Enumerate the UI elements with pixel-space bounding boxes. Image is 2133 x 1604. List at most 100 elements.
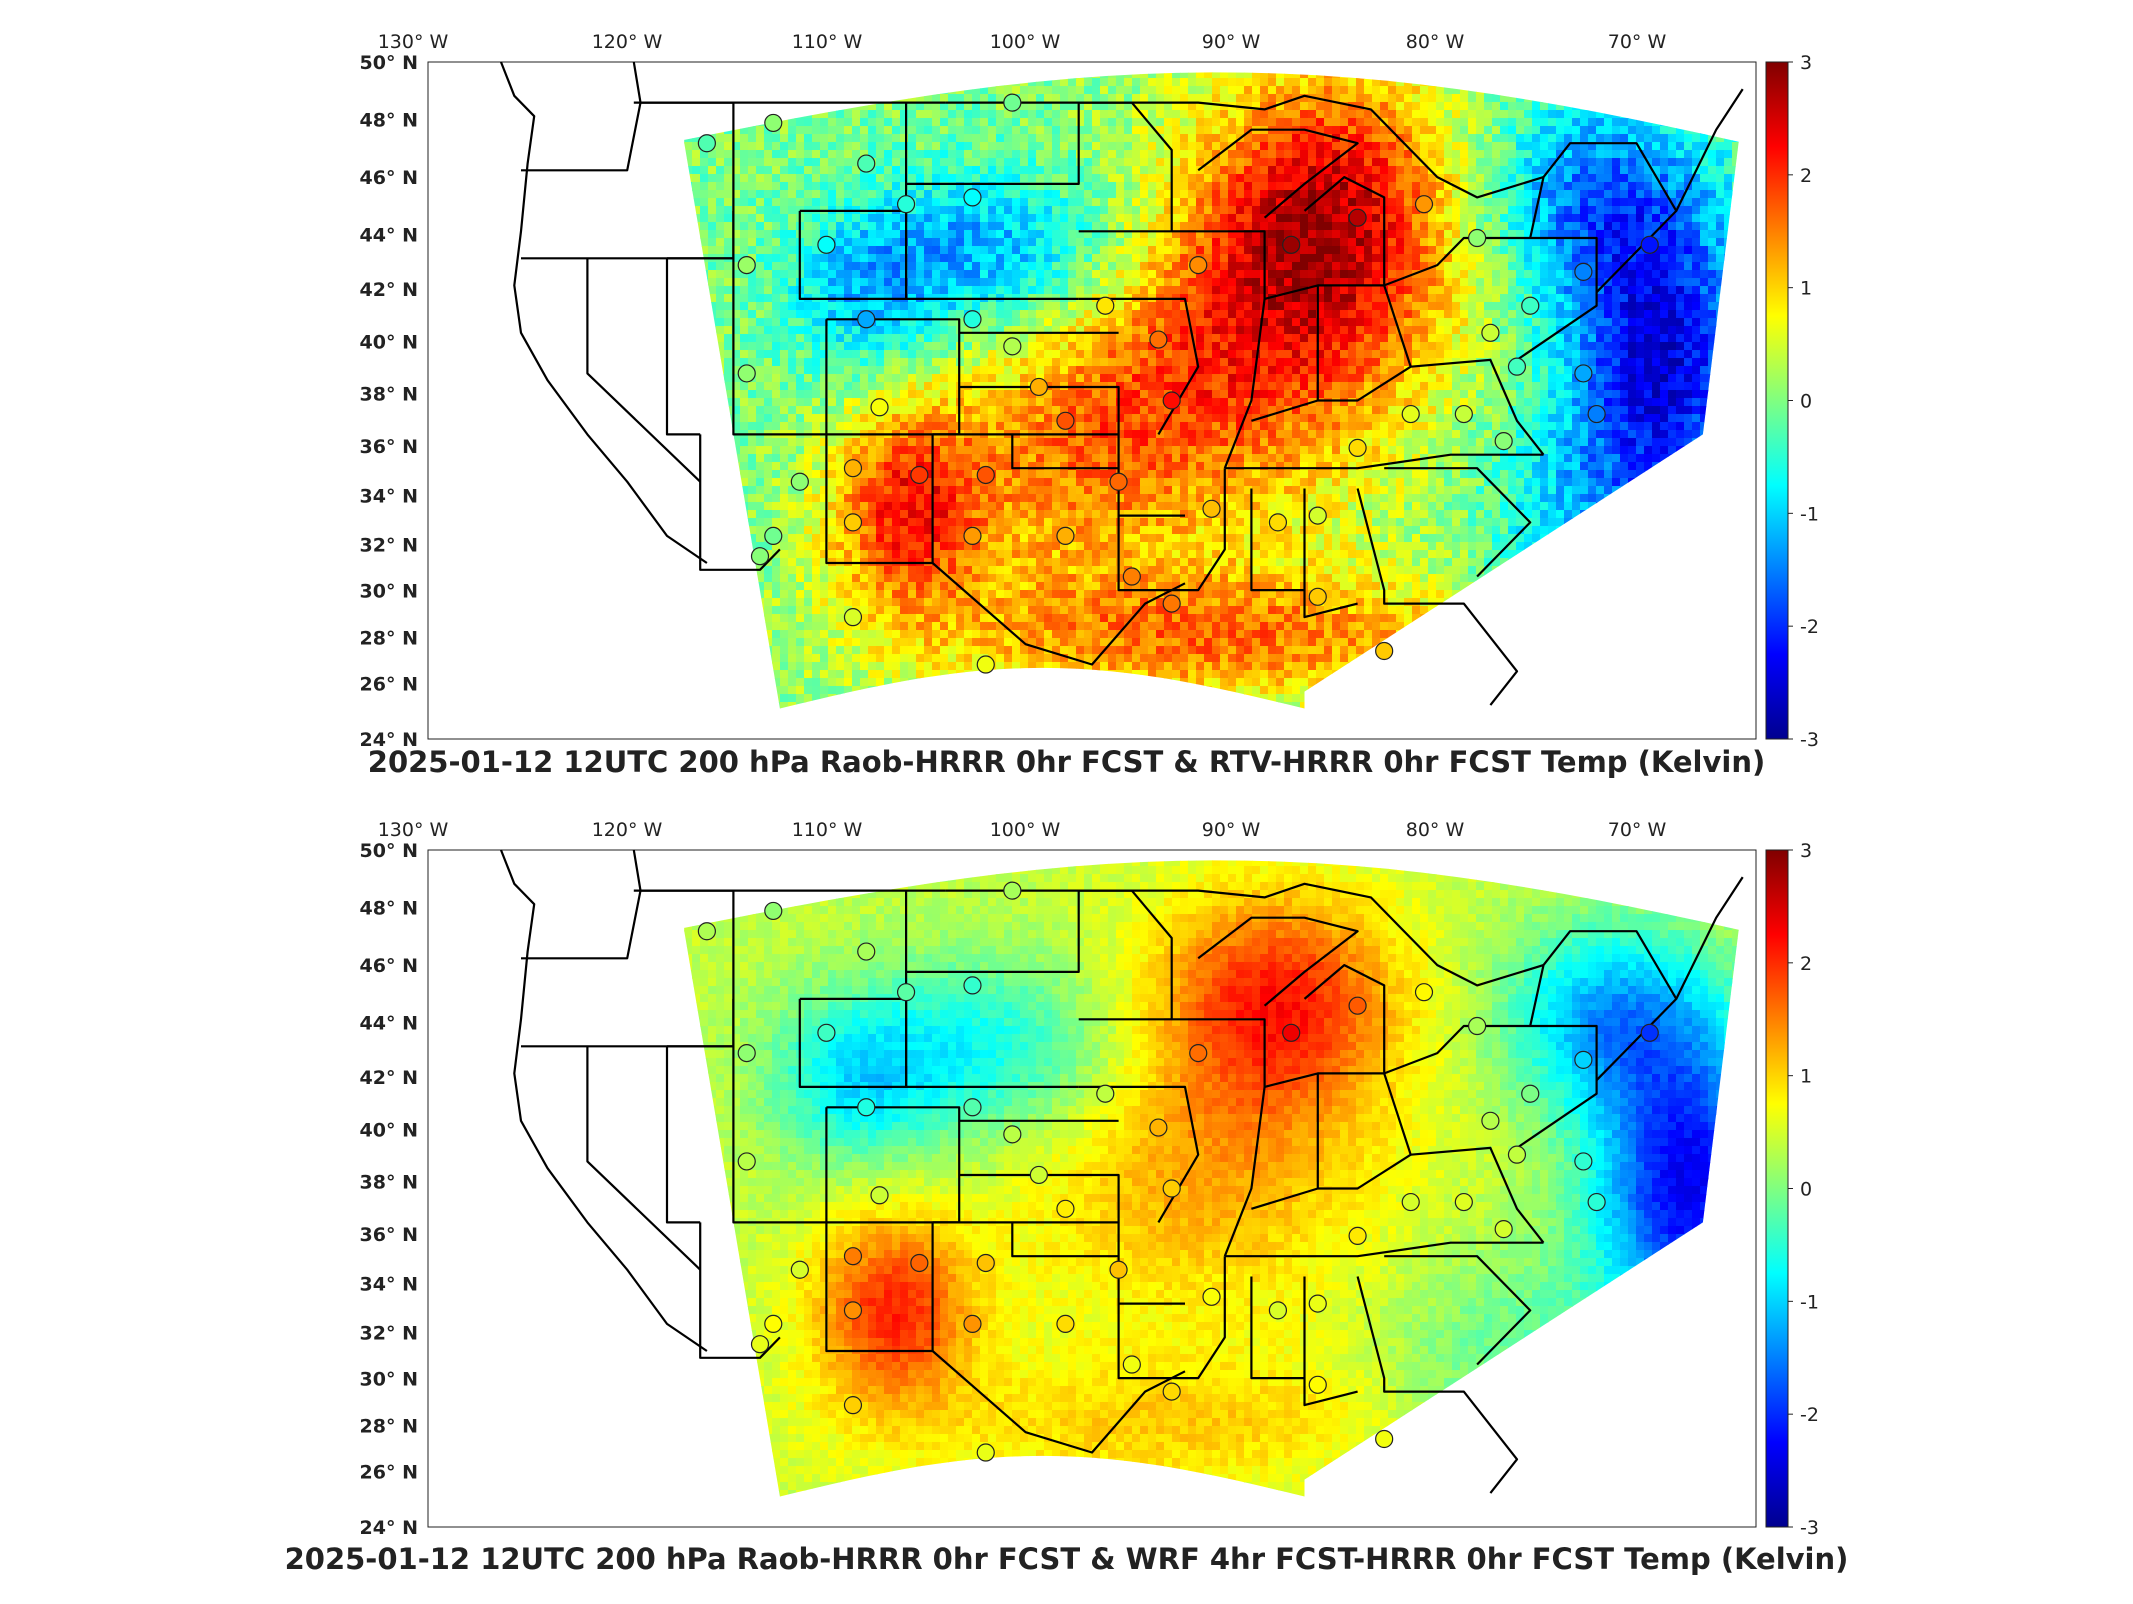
lon-tick-label: 110° W <box>792 31 863 53</box>
raob-station-marker <box>1163 1180 1180 1197</box>
raob-station-marker <box>1495 433 1512 450</box>
raob-station-marker <box>1402 406 1419 423</box>
raob-station-marker <box>977 656 994 673</box>
raob-station-marker <box>1004 882 1021 899</box>
raob-station-marker <box>1030 378 1047 395</box>
raob-station-marker <box>1469 1018 1486 1035</box>
raob-station-marker <box>1150 331 1167 348</box>
raob-station-marker <box>1402 1194 1419 1211</box>
raob-station-marker <box>1482 1112 1499 1129</box>
raob-station-marker <box>1123 568 1140 585</box>
raob-station-marker <box>844 1248 861 1265</box>
raob-station-marker <box>977 466 994 483</box>
raob-station-marker <box>1416 984 1433 1001</box>
raob-station-marker <box>1416 196 1433 213</box>
lon-tick-label: 100° W <box>990 819 1061 841</box>
raob-station-marker <box>911 466 928 483</box>
lon-tick-label: 80° W <box>1406 31 1465 53</box>
raob-station-marker <box>1004 94 1021 111</box>
raob-station-marker <box>964 1099 981 1116</box>
raob-station-marker <box>844 460 861 477</box>
raob-station-marker <box>1097 1085 1114 1102</box>
lon-tick-label: 130° W <box>378 31 449 53</box>
colorbar-tick-label: -2 <box>1800 1404 1819 1426</box>
lat-tick-label: 40° N <box>360 1120 418 1142</box>
colorbar-tick-label: 3 <box>1800 52 1812 74</box>
raob-station-marker <box>1641 1024 1658 1041</box>
colorbar-tick-label: 1 <box>1800 278 1812 300</box>
raob-station-marker <box>1057 527 1074 544</box>
lon-tick-label: 90° W <box>1202 819 1261 841</box>
lat-tick-label: 46° N <box>360 167 418 189</box>
raob-station-marker <box>964 189 981 206</box>
raob-station-marker <box>844 514 861 531</box>
raob-station-marker <box>1309 507 1326 524</box>
raob-station-marker <box>858 155 875 172</box>
raob-station-marker <box>1641 236 1658 253</box>
raob-station-marker <box>1455 406 1472 423</box>
colorbar-tick-label: 1 <box>1800 1066 1812 1088</box>
lat-tick-label: 50° N <box>360 840 418 862</box>
raob-station-marker <box>1057 1200 1074 1217</box>
raob-station-marker <box>1097 297 1114 314</box>
lat-tick-label: 34° N <box>360 1273 418 1295</box>
raob-station-marker <box>1575 1051 1592 1068</box>
colorbar-tick-label: 0 <box>1800 391 1812 413</box>
raob-station-marker <box>1004 1126 1021 1143</box>
raob-station-marker <box>1575 1153 1592 1170</box>
lat-tick-label: 30° N <box>360 581 418 603</box>
lon-tick-label: 80° W <box>1406 819 1465 841</box>
raob-station-marker <box>1309 1295 1326 1312</box>
lat-tick-label: 48° N <box>360 110 418 132</box>
raob-station-marker <box>898 984 915 1001</box>
raob-station-marker <box>1575 365 1592 382</box>
raob-station-marker <box>1575 263 1592 280</box>
raob-station-marker <box>964 311 981 328</box>
lat-tick-label: 30° N <box>360 1369 418 1391</box>
colorbar-tick-label: -1 <box>1800 503 1819 525</box>
lat-tick-label: 38° N <box>360 384 418 406</box>
lat-tick-label: 36° N <box>360 1224 418 1246</box>
raob-station-marker <box>738 257 755 274</box>
raob-station-marker <box>1269 514 1286 531</box>
raob-station-marker <box>871 1187 888 1204</box>
raob-station-marker <box>858 1099 875 1116</box>
raob-station-marker <box>964 977 981 994</box>
lat-tick-label: 44° N <box>360 225 418 247</box>
raob-station-marker <box>1163 1383 1180 1400</box>
lon-tick-label: 70° W <box>1608 31 1667 53</box>
lat-tick-label: 42° N <box>360 1067 418 1089</box>
raob-station-marker <box>791 473 808 490</box>
raob-station-marker <box>1110 473 1127 490</box>
lat-tick-label: 32° N <box>360 1323 418 1345</box>
raob-station-marker <box>977 1254 994 1271</box>
raob-station-marker <box>1588 406 1605 423</box>
raob-station-marker <box>1163 595 1180 612</box>
raob-station-marker <box>1283 236 1300 253</box>
colorbar-tick-label: 3 <box>1800 840 1812 862</box>
lat-tick-label: 32° N <box>360 535 418 557</box>
raob-station-marker <box>1469 230 1486 247</box>
raob-station-marker <box>1269 1302 1286 1319</box>
colorbar-tick-label: 2 <box>1800 165 1812 187</box>
lat-tick-label: 38° N <box>360 1172 418 1194</box>
raob-station-marker <box>977 1444 994 1461</box>
colorbar-tick-label: -1 <box>1800 1291 1819 1313</box>
panel-title-wrf: 2025-01-12 12UTC 200 hPa Raob-HRRR 0hr F… <box>0 1542 2133 1576</box>
raob-station-marker <box>1376 642 1393 659</box>
lon-tick-label: 130° W <box>378 819 449 841</box>
colorbar <box>1766 62 1788 739</box>
raob-station-marker <box>1190 1045 1207 1062</box>
lat-tick-label: 40° N <box>360 332 418 354</box>
raob-station-marker <box>844 1397 861 1414</box>
colorbar-tick-label: -3 <box>1800 1517 1819 1539</box>
raob-station-marker <box>964 527 981 544</box>
raob-station-marker <box>752 548 769 565</box>
raob-station-marker <box>1190 257 1207 274</box>
panel-title-rtv: 2025-01-12 12UTC 200 hPa Raob-HRRR 0hr F… <box>0 745 2133 779</box>
raob-station-marker <box>1030 1166 1047 1183</box>
raob-station-marker <box>964 1315 981 1332</box>
